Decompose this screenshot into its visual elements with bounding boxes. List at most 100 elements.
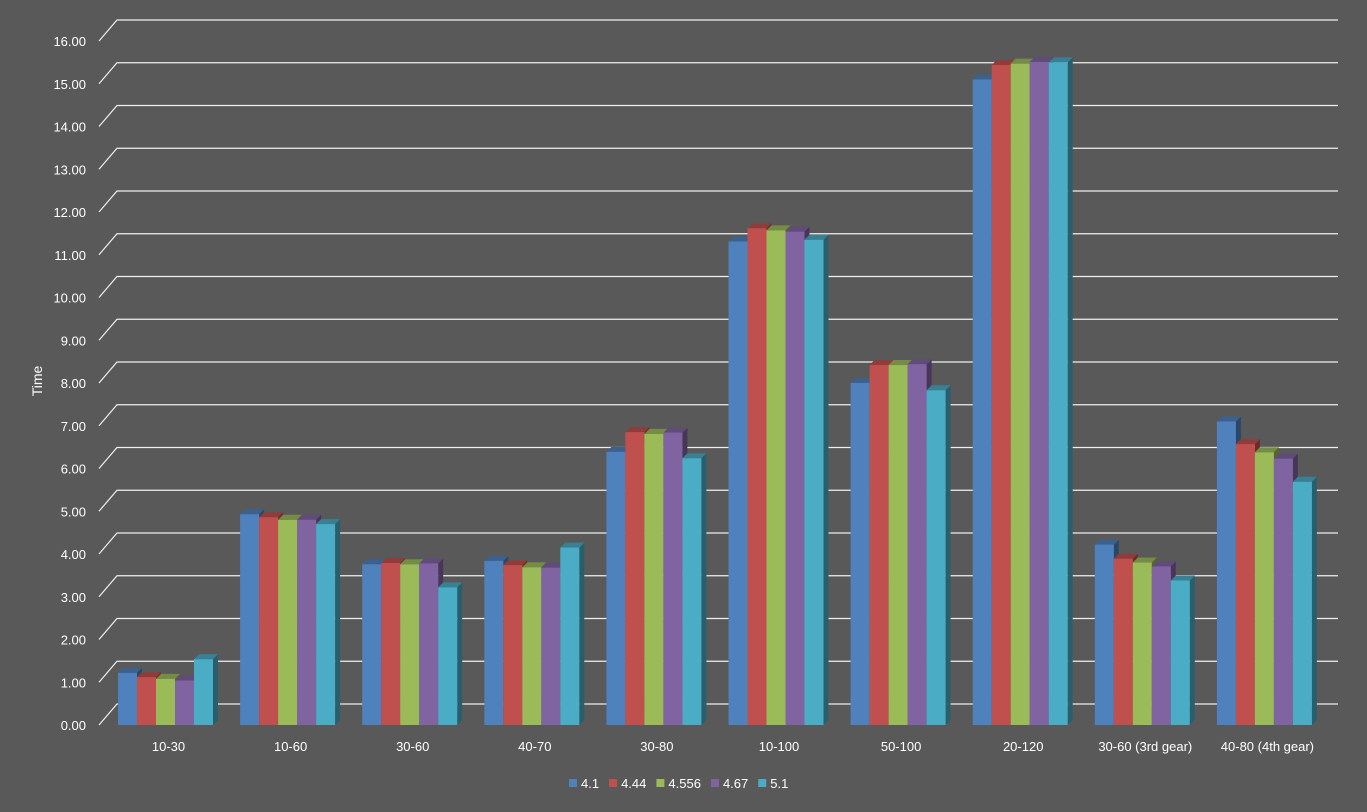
bar-top: [503, 560, 528, 566]
bar-top: [1151, 561, 1176, 567]
bar-front: [560, 547, 580, 725]
bar-front: [137, 677, 156, 725]
bar-top: [175, 675, 199, 681]
y-tick-label: 12.00: [53, 205, 86, 220]
bar-front: [1010, 63, 1030, 726]
gridline: [98, 233, 1338, 256]
bar-top: [240, 509, 265, 515]
legend-swatch: [758, 779, 767, 787]
x-tick-label: 20-120: [1003, 739, 1043, 754]
bar-top: [785, 226, 810, 232]
bar: [1292, 476, 1317, 725]
x-tick-label: 40-80 (4th gear): [1221, 739, 1314, 754]
bar-top: [1216, 416, 1241, 422]
y-axis-label: Time: [29, 365, 45, 396]
bar-top: [1132, 557, 1157, 563]
bar-top: [1235, 439, 1260, 445]
legend-label: 4.44: [621, 776, 646, 791]
bar-front: [259, 517, 279, 725]
bar-top: [888, 360, 913, 366]
bar-side: [1189, 575, 1195, 725]
bar-front: [907, 364, 927, 725]
bar-front: [785, 231, 805, 726]
bar-top: [907, 359, 932, 365]
bar-top: [400, 559, 425, 565]
legend-swatch: [609, 779, 618, 787]
bar-front: [1235, 444, 1255, 725]
bar-front: [522, 567, 542, 725]
bar-front: [297, 519, 317, 725]
bar-top: [926, 385, 951, 391]
gridline: [98, 62, 1338, 85]
bar-front: [1113, 558, 1133, 725]
y-tick-label: 8.00: [61, 376, 86, 391]
bars: [118, 56, 1317, 726]
legend-item: 4.67: [710, 776, 748, 791]
legend-label: 4.67: [723, 776, 748, 791]
y-tick-label: 13.00: [53, 162, 86, 177]
bar-top: [297, 514, 322, 520]
gridline: [98, 104, 1338, 127]
bar-front: [682, 458, 702, 725]
legend-swatch: [569, 779, 577, 787]
bar-top: [728, 236, 753, 242]
bar-top: [644, 428, 669, 434]
bar-top: [606, 446, 631, 452]
bar-side: [701, 453, 707, 725]
bar-top: [259, 512, 284, 518]
gridline: [98, 318, 1338, 341]
legend-item: 5.1: [758, 776, 788, 791]
bar-top: [682, 453, 707, 459]
bar: [804, 234, 829, 725]
bar-side: [945, 385, 951, 725]
bar-side: [823, 234, 829, 725]
legend-item: 4.556: [656, 776, 701, 791]
bar-front: [606, 451, 626, 725]
bar-front: [644, 433, 664, 725]
legend-item: 4.44: [609, 776, 646, 791]
bar-front: [400, 564, 420, 725]
y-tick-label: 1.00: [61, 675, 86, 690]
bar-front: [484, 560, 504, 725]
bar-front: [1132, 562, 1152, 725]
bar: [926, 385, 951, 725]
legend-label: 4.1: [581, 776, 599, 791]
bar-top: [156, 673, 180, 679]
gridline: [98, 275, 1338, 298]
gridlines: [98, 19, 1338, 726]
gridline: [98, 361, 1338, 384]
bar-front: [118, 672, 137, 725]
x-tick-label: 10-100: [759, 739, 799, 754]
legend: 4.1 4.44 4.556 4.67 5.1: [569, 776, 788, 791]
bar-top: [850, 378, 875, 383]
y-tick-label: 7.00: [61, 419, 86, 434]
bar-front: [381, 562, 401, 725]
x-tick-label: 30-80: [640, 739, 673, 754]
bar-front: [850, 383, 870, 725]
bar-top: [1113, 553, 1138, 559]
bar-front: [1029, 61, 1049, 725]
y-axis-ticks: 0.00 1.00 2.00 3.00 4.00 5.00 6.00 7.00 8.00 9.00…: [53, 34, 86, 733]
bar-front: [1254, 452, 1274, 725]
x-axis-ticks: 10-30 10-60 30-60 40-70 30-80 10-100 50-100 20-…: [152, 739, 1314, 754]
bar: [438, 582, 463, 725]
bar-top: [362, 559, 387, 565]
bar-front: [663, 432, 683, 725]
bar-front: [926, 390, 946, 725]
bar-front: [1170, 580, 1190, 725]
bar: [1048, 57, 1073, 725]
bar-top: [1010, 58, 1035, 64]
bar-top: [522, 562, 547, 568]
bar-top: [438, 582, 463, 588]
x-tick-label: 30-60: [396, 739, 429, 754]
y-tick-label: 2.00: [61, 633, 86, 648]
bar-front: [869, 365, 889, 725]
bar-front: [503, 565, 523, 725]
bar-side: [457, 582, 463, 725]
bar-top: [118, 667, 142, 673]
bar-front: [1048, 62, 1068, 725]
bar-top: [869, 360, 894, 366]
bar-top: [804, 234, 829, 240]
